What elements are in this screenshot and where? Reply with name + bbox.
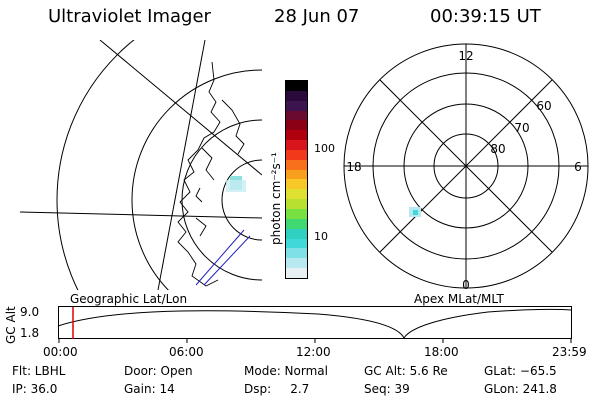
y-tick-1-8: 1.8: [20, 326, 40, 340]
meridian-line: [99, 40, 262, 176]
mode-value: Mode: Normal: [244, 364, 328, 378]
instrument-title: Ultraviolet Imager: [48, 6, 211, 27]
filter-value: Flt: LBHL: [12, 364, 66, 378]
observation-time: 00:39:15 UT: [430, 6, 541, 27]
observation-date: 28 Jun 07: [274, 6, 360, 27]
colorbar-unit-label: photon cm⁻²s⁻¹: [269, 152, 283, 245]
gain-value: Gain: 14: [124, 382, 175, 396]
polar-panel: 12 6 0 18 60 70 80: [343, 43, 589, 292]
timeline-frame: [58, 306, 572, 339]
colorbar-segment: [286, 169, 307, 180]
ip-value: IP: 36.0: [12, 382, 58, 396]
colorbar-segment: [286, 199, 307, 209]
coastline: [221, 99, 245, 155]
colorbar-segment: [286, 179, 307, 190]
gc-alt-ylabel: GC Alt: [4, 306, 18, 344]
x-tick-0000: 00:00: [43, 345, 78, 359]
colorbar-segment: [286, 159, 307, 170]
colorbar-segment: [286, 110, 307, 121]
colorbar-segment: [286, 189, 307, 200]
aurora-glow: [226, 180, 246, 192]
x-tick-2359: 23:59: [552, 345, 587, 359]
seq-value: Seq: 39: [364, 382, 410, 396]
x-tick-1800: 18:00: [424, 345, 459, 359]
colorbar-segment: [286, 258, 307, 269]
aurora-core: [413, 210, 418, 215]
gc-alt-value: GC Alt: 5.6 Re: [364, 364, 448, 378]
x-tick-1200: 12:00: [296, 345, 331, 359]
geographic-panel: [19, 40, 262, 290]
altitude-timeline: [58, 306, 572, 343]
colorbar-segment: [286, 149, 307, 160]
colorbar-segment: [286, 120, 307, 131]
mlt-line: [379, 79, 553, 253]
colorbar: [285, 80, 308, 279]
geo-panel-label: Geographic Lat/Lon: [70, 292, 188, 306]
track-line: [203, 235, 251, 286]
colorbar-tick-10: 10: [314, 230, 328, 243]
colorbar-segment: [286, 130, 307, 141]
coastline: [195, 187, 203, 203]
colorbar-segment: [286, 228, 307, 239]
colorbar-segment: [286, 218, 307, 229]
coastline: [195, 217, 207, 237]
glat-value: GLat: −65.5: [484, 364, 557, 378]
door-value: Door: Open: [124, 364, 193, 378]
lat-circle: [131, 69, 262, 290]
mlt-label-12: 12: [458, 49, 473, 63]
colorbar-segment: [286, 90, 307, 101]
svg-text:photon cm⁻²s⁻¹: photon cm⁻²s⁻¹: [269, 152, 283, 245]
glon-value: GLon: 241.8: [484, 382, 557, 396]
colorbar-tick-100: 100: [314, 142, 335, 155]
lat-circle: [221, 159, 262, 241]
apex-panel-label: Apex MLat/MLT: [414, 292, 504, 306]
x-tick-0600: 06:00: [169, 345, 204, 359]
colorbar-segment: [286, 238, 307, 249]
colorbar-segment: [286, 248, 307, 259]
altitude-curve: [58, 308, 572, 340]
track-line: [195, 229, 245, 286]
mlt-label-0: 0: [462, 278, 470, 292]
mlt-label-18: 18: [346, 160, 361, 174]
colorbar-segment: [286, 140, 307, 150]
meridian-line: [157, 40, 206, 290]
dsp-value: Dsp: 2.7: [244, 382, 310, 396]
colorbar-segment: [286, 81, 307, 91]
lat-circle: [56, 40, 135, 290]
meridian-line: [19, 211, 262, 219]
mlat-label-70: 70: [514, 121, 529, 135]
mlat-label-80: 80: [490, 142, 505, 156]
y-tick-9: 9.0: [20, 305, 40, 319]
mlt-label-6: 6: [574, 160, 582, 174]
svg-text:GC Alt: GC Alt: [4, 306, 18, 344]
colorbar-segment: [286, 268, 307, 278]
coastline: [201, 147, 215, 181]
coastline: [177, 61, 221, 287]
colorbar-segment: [286, 208, 307, 219]
mlat-label-60: 60: [536, 99, 551, 113]
colorbar-segment: [286, 100, 307, 111]
